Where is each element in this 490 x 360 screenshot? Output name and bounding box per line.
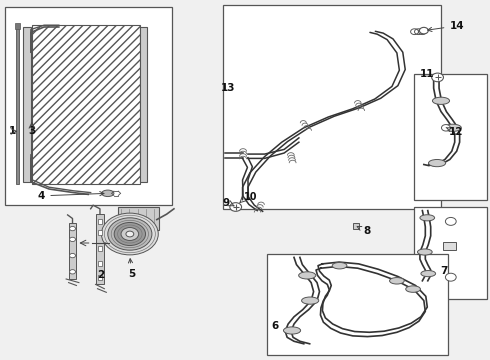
Circle shape (445, 273, 456, 281)
Bar (443, 242, 456, 250)
Ellipse shape (421, 271, 436, 276)
Bar (98, 246, 102, 251)
Bar (16, 25, 19, 184)
Ellipse shape (301, 297, 319, 304)
Circle shape (70, 253, 75, 258)
Bar (69, 223, 76, 279)
Ellipse shape (390, 278, 404, 284)
Bar (98, 261, 102, 266)
Text: 7: 7 (440, 266, 447, 276)
Text: 12: 12 (446, 127, 464, 137)
Bar (118, 207, 159, 230)
Text: 2: 2 (97, 270, 104, 280)
Bar (223, 5, 441, 209)
Bar (15, 23, 20, 29)
Circle shape (70, 237, 75, 242)
Bar (414, 74, 487, 200)
Text: 5: 5 (128, 259, 135, 279)
Ellipse shape (420, 215, 435, 221)
Ellipse shape (406, 286, 420, 292)
Bar (267, 254, 448, 355)
Circle shape (432, 73, 443, 82)
Ellipse shape (444, 124, 462, 131)
Bar (32, 25, 140, 184)
Bar (353, 223, 359, 229)
Text: 1: 1 (9, 126, 16, 136)
Circle shape (101, 213, 158, 255)
Text: 13: 13 (221, 83, 236, 93)
Circle shape (230, 203, 242, 211)
Ellipse shape (428, 159, 446, 167)
Bar (98, 230, 102, 235)
Circle shape (108, 218, 152, 250)
Circle shape (441, 125, 450, 131)
Text: 9: 9 (223, 198, 230, 208)
Circle shape (70, 270, 75, 274)
Text: 4: 4 (38, 191, 104, 201)
Bar (140, 27, 147, 182)
Circle shape (419, 27, 428, 34)
Text: 11: 11 (420, 69, 435, 79)
Bar (23, 27, 31, 182)
Text: 6: 6 (272, 321, 279, 331)
Circle shape (70, 226, 75, 231)
Bar (5, 7, 172, 205)
Bar (98, 275, 102, 280)
Ellipse shape (417, 249, 432, 255)
Bar (96, 214, 104, 284)
Bar (98, 219, 102, 224)
Circle shape (114, 222, 146, 246)
Ellipse shape (433, 97, 450, 104)
Ellipse shape (102, 190, 114, 197)
Text: 3: 3 (28, 126, 35, 136)
Text: 8: 8 (357, 226, 370, 236)
Ellipse shape (332, 262, 347, 269)
Text: 10: 10 (244, 192, 257, 202)
Bar (414, 207, 487, 299)
Circle shape (121, 228, 139, 240)
Circle shape (126, 231, 134, 237)
Ellipse shape (298, 272, 316, 279)
Text: 14: 14 (428, 21, 464, 32)
Circle shape (445, 217, 456, 225)
Ellipse shape (283, 327, 300, 334)
